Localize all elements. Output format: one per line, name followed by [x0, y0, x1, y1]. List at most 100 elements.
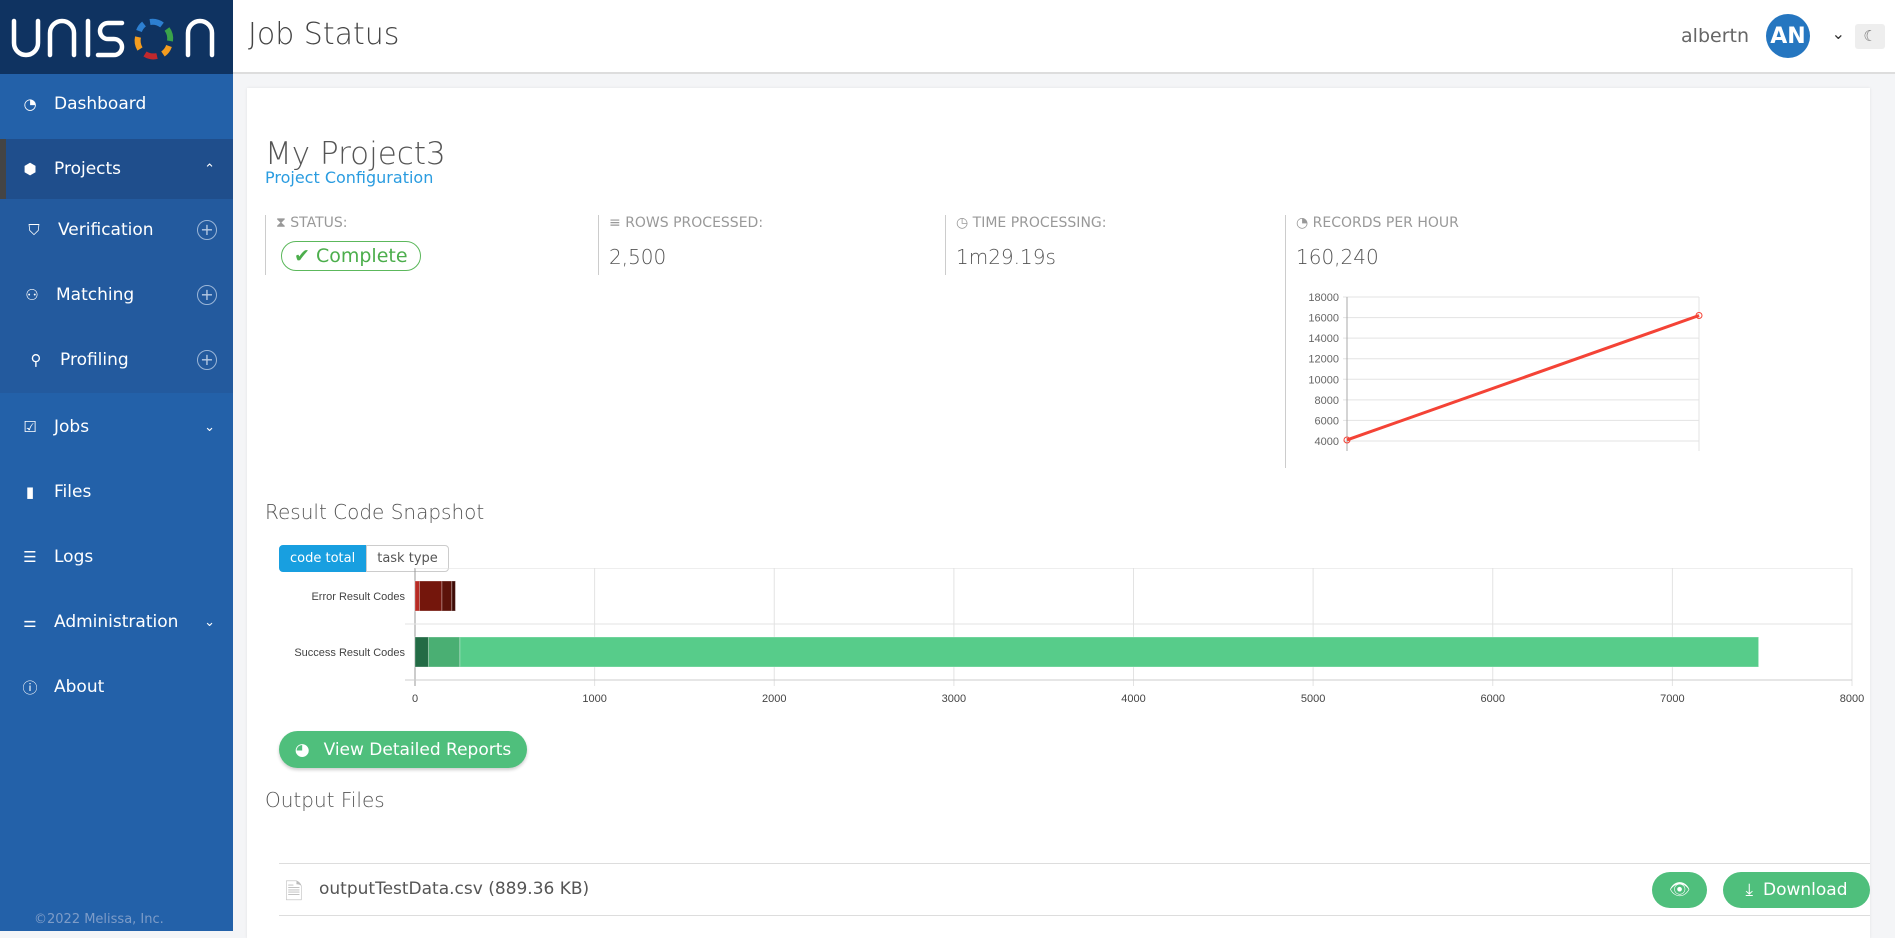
stat-value: 2,500	[609, 245, 667, 269]
copyright: ©2022 Melissa, Inc.	[34, 912, 164, 927]
sidebar-item-label: Verification	[58, 220, 154, 240]
sidebar-item-label: Dashboard	[54, 94, 147, 114]
download-icon: ⤓	[1745, 880, 1753, 900]
preview-button[interactable]: 👁	[1652, 872, 1707, 908]
sidebar-item-label: Files	[54, 482, 92, 502]
sliders-icon: ⚌	[23, 613, 37, 631]
sidebar-item-administration[interactable]: ⚌ Administration ⌄	[0, 590, 233, 654]
sidebar-item-label: Projects	[54, 159, 122, 179]
x-tick-label: 5000	[1301, 693, 1325, 705]
sidebar-item-matching[interactable]: ⚇ Matching +	[0, 263, 233, 327]
list-item: 🗎 outputTestData.csv (889.36 KB) 👁 ⤓ Down…	[279, 863, 1870, 916]
unison-logo	[11, 18, 215, 60]
pie-chart-icon: ◕	[294, 739, 310, 760]
sidebar-item-verification[interactable]: ⛉ Verification +	[0, 198, 233, 262]
add-matching-icon[interactable]: +	[197, 285, 217, 305]
section-title: Result Code Snapshot	[265, 500, 485, 524]
stat-label: Status:	[290, 215, 348, 231]
username[interactable]: albertn	[1681, 25, 1749, 47]
page-title: Job Status	[248, 17, 400, 52]
x-tick-label: 0	[412, 693, 418, 705]
section-title: Output Files	[265, 788, 385, 812]
users-icon: ⚇	[25, 286, 39, 304]
sidebar-item-label: Matching	[56, 285, 135, 305]
stat-label: Records per hour	[1312, 215, 1459, 231]
result-code-chart: 0 1000 2000 3000 4000 5000 6000 7000 8000 Error R…	[294, 568, 1864, 705]
stat-value: 1m29.19s	[956, 245, 1056, 269]
stat-label: Time Processing:	[972, 215, 1107, 231]
bar-segment	[459, 636, 1760, 668]
sidebar: ◔ Dashboard ⬢ Projects ⌃ ⛉ Verification + ⚇ Ma…	[0, 0, 233, 931]
stat-rows: ≡ Rows Processed: 2,500	[598, 215, 763, 275]
x-tick-label: 6000	[1481, 693, 1505, 705]
x-tick-label: 1000	[582, 693, 606, 705]
chevron-down-icon[interactable]: ⌄	[1831, 24, 1845, 43]
list-icon: ☰	[23, 548, 37, 566]
y-tick-label: 4000	[1315, 436, 1339, 448]
y-category-label: Success Result Codes	[294, 647, 405, 659]
sidebar-item-projects[interactable]: ⬢ Projects ⌃	[0, 137, 233, 201]
shield-check-icon: ⛉	[28, 221, 40, 239]
sidebar-item-label: Administration	[54, 612, 179, 632]
sidebar-item-jobs[interactable]: ☑ Jobs ⌄	[0, 395, 233, 459]
data-point	[1695, 312, 1703, 320]
moon-icon: ☾	[1863, 27, 1877, 45]
x-tick-label: 4000	[1121, 693, 1145, 705]
y-tick-label: 14000	[1308, 333, 1339, 345]
tab-code-total[interactable]: code total	[279, 545, 367, 572]
bar-segment	[427, 636, 461, 668]
sidebar-item-logs[interactable]: ☰ Logs	[0, 525, 233, 589]
hourglass-icon: ⧗	[276, 215, 291, 231]
sidebar-item-files[interactable]: ▮ Files	[0, 460, 233, 524]
sidebar-item-label: Jobs	[54, 417, 90, 437]
sidebar-item-profiling[interactable]: ⚲ Profiling +	[0, 328, 233, 392]
status-value: Complete	[315, 245, 408, 267]
x-tick-label: 2000	[762, 693, 786, 705]
file-icon: ▮	[25, 483, 35, 501]
bar-segment	[451, 580, 456, 612]
add-profiling-icon[interactable]: +	[197, 350, 217, 370]
tab-task-type[interactable]: task type	[366, 545, 449, 572]
projects-submenu	[0, 199, 233, 393]
avatar[interactable]: AN	[1766, 14, 1810, 58]
bar-segment	[441, 580, 453, 612]
x-tick-label: 3000	[942, 693, 966, 705]
view-detailed-reports-button[interactable]: ◕ View Detailed Reports	[279, 731, 527, 768]
chevron-down-icon: ⌄	[204, 614, 215, 630]
file-name: outputTestData.csv (889.36 KB)	[319, 879, 590, 899]
sidebar-item-label: About	[54, 677, 105, 697]
bars-icon: ≡	[609, 215, 626, 231]
header: Job Status albertn AN ⌄ ☾	[233, 0, 1895, 74]
cubes-icon: ⬢	[23, 160, 37, 178]
x-tick-label: 7000	[1660, 693, 1684, 705]
sidebar-item-label: Profiling	[60, 350, 129, 370]
button-label: View Detailed Reports	[323, 739, 512, 760]
file-icon: 🗎	[285, 880, 303, 905]
bar-segment	[414, 580, 420, 612]
sidebar-item-label: Logs	[54, 547, 94, 567]
eye-icon: 👁	[1668, 880, 1691, 900]
y-category-label: Error Result Codes	[311, 591, 405, 603]
check-circle-icon: ✔	[294, 245, 316, 267]
button-label: Download	[1763, 880, 1848, 900]
y-tick-label: 16000	[1308, 313, 1339, 325]
info-icon: ⓘ	[22, 678, 38, 697]
job-status-card: My Project3 Project Configuration ⧗ Stat…	[247, 88, 1870, 938]
stat-records-per-hour: ◔ Records per hour 160,240	[1285, 215, 1459, 468]
bar-segment	[418, 580, 443, 612]
sidebar-item-about[interactable]: ⓘ About	[0, 655, 233, 719]
dark-mode-toggle[interactable]: ☾	[1855, 24, 1885, 49]
download-button[interactable]: ⤓ Download	[1723, 872, 1870, 908]
add-verification-icon[interactable]: +	[197, 220, 217, 240]
logo[interactable]	[0, 0, 233, 74]
x-tick-label: 8000	[1840, 693, 1864, 705]
project-configuration-link[interactable]: Project Configuration	[265, 168, 434, 187]
stat-label: Rows Processed:	[625, 215, 764, 231]
y-tick-label: 8000	[1315, 395, 1339, 407]
snapshot-toggle: code total task type	[279, 545, 449, 572]
check-square-icon: ☑	[23, 418, 37, 436]
sidebar-item-dashboard[interactable]: ◔ Dashboard	[0, 72, 233, 136]
y-tick-label: 6000	[1315, 415, 1339, 427]
project-name: My Project3	[265, 136, 446, 172]
clock-icon: ◷	[956, 215, 973, 231]
